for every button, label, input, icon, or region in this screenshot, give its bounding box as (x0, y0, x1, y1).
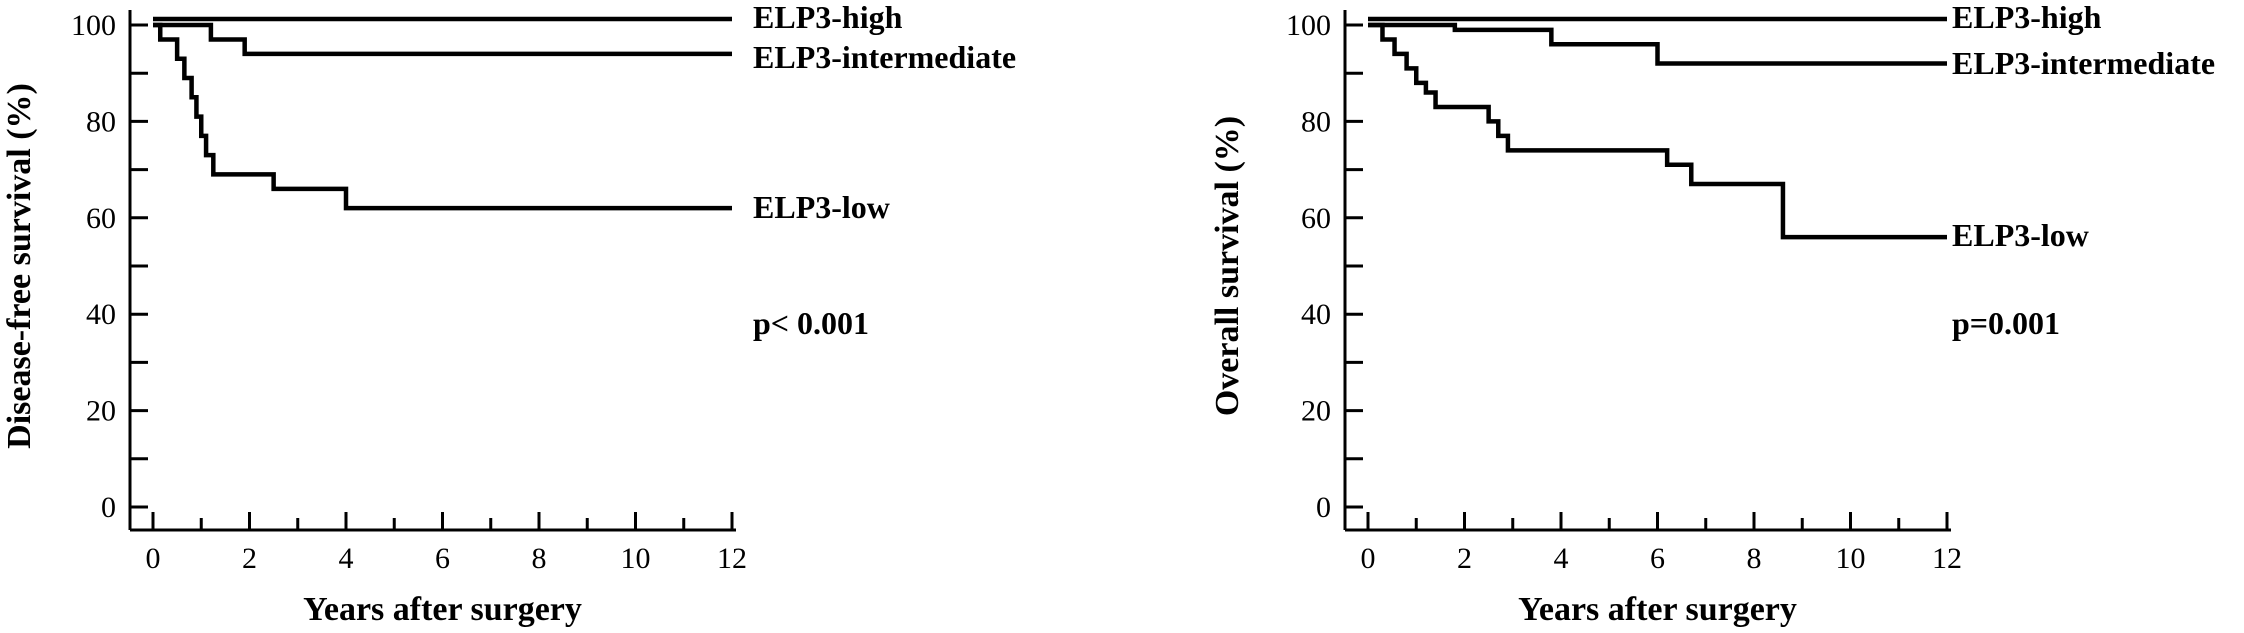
y-tick-label: 0 (1316, 491, 1331, 524)
y-tick-label: 80 (86, 105, 116, 138)
series-curve-elp3-low (1368, 22, 1947, 240)
series-label-elp3-intermediate: ELP3-intermediate (753, 39, 1016, 75)
x-axis-title: Years after surgery (303, 591, 582, 628)
y-tick-label: 60 (1301, 202, 1331, 235)
y-tick-label: 40 (1301, 298, 1331, 331)
p-value-annotation: p< 0.001 (753, 305, 869, 341)
series-label-elp3-intermediate: ELP3-intermediate (1952, 45, 2215, 81)
series-label-elp3-low: ELP3-low (753, 189, 890, 225)
x-tick-label: 8 (532, 542, 547, 575)
overall-survival-chart: 0 20 40 60 80 100 0 2 4 6 8 10 12 Years after surgery… (1209, 0, 2215, 628)
y-tick-label: 0 (101, 491, 116, 524)
series-curve-elp3-low (153, 22, 732, 211)
x-tick-label: 4 (1554, 542, 1569, 575)
y-tick-label: 40 (86, 298, 116, 331)
series-label-elp3-high: ELP3-high (753, 0, 903, 35)
y-tick-label: 100 (71, 9, 116, 42)
x-axis-title: Years after surgery (1518, 591, 1797, 628)
x-tick-label: 0 (1361, 542, 1376, 575)
x-tick-label: 6 (435, 542, 450, 575)
y-tick-label: 100 (1286, 9, 1331, 42)
x-tick-label: 4 (339, 542, 354, 575)
disease-free-survival-chart: 0 20 40 60 80 100 0 2 4 6 8 10 12 Years after surgery… (1, 0, 1016, 628)
y-axis-title: Overall survival (%) (1209, 116, 1246, 416)
x-tick-label: 10 (1836, 542, 1866, 575)
y-tick-label: 60 (86, 202, 116, 235)
y-axis-title: Disease-free survival (%) (1, 83, 38, 449)
x-tick-label: 2 (1457, 542, 1472, 575)
y-tick-label: 80 (1301, 105, 1331, 138)
series-curve-elp3-intermediate (153, 22, 732, 57)
x-tick-label: 0 (146, 542, 161, 575)
series-curve-elp3-intermediate (1368, 22, 1947, 66)
x-tick-label: 6 (1650, 542, 1665, 575)
series-label-elp3-high: ELP3-high (1952, 0, 2102, 35)
x-tick-label: 10 (621, 542, 651, 575)
p-value-annotation: p=0.001 (1952, 305, 2060, 341)
x-tick-label: 12 (1932, 542, 1962, 575)
x-tick-label: 8 (1747, 542, 1762, 575)
series-label-elp3-low: ELP3-low (1952, 217, 2089, 253)
y-tick-label: 20 (86, 395, 116, 428)
x-tick-label: 2 (242, 542, 257, 575)
y-tick-label: 20 (1301, 395, 1331, 428)
x-tick-label: 12 (717, 542, 747, 575)
